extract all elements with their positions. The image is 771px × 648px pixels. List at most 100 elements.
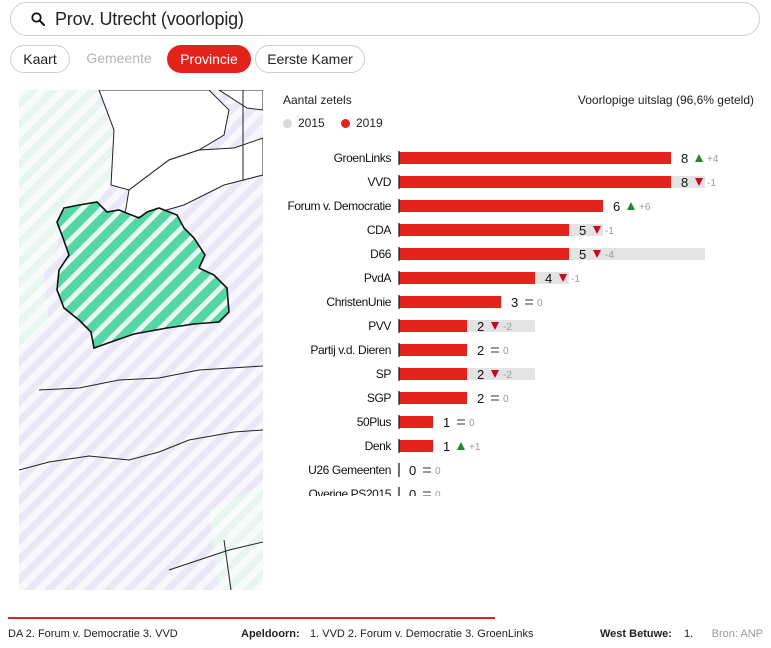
change-label: 0 [503,394,509,405]
category-label: SP [376,367,392,381]
change-label: 0 [435,466,441,477]
region-utrecht[interactable] [56,201,230,350]
value-label: 0 [409,487,416,496]
no-change-icon [423,467,431,469]
change-label: 0 [469,418,475,429]
value-label: 6 [613,199,620,214]
ticker-progress [8,617,495,619]
bar-2019 [399,320,467,332]
bar-2019 [399,368,467,380]
ticker-place: West Betuwe: [600,628,672,640]
value-label: 4 [545,271,552,286]
change-label: 0 [537,298,543,309]
change-up-icon [627,202,635,210]
bar-2019 [399,392,467,404]
bar-2019 [399,440,433,452]
category-label: Denk [365,439,393,453]
category-label: Forum v. Democratie [287,199,391,213]
category-label: Partij v.d. Dieren [310,343,391,357]
bar-2019 [399,224,569,236]
bar-2019 [399,200,603,212]
ticker-text: 1. VVD 2. Forum v. Democratie 3. GroenLi… [310,628,534,640]
legend-item-2019: 2019 [341,116,383,130]
change-label: +6 [639,202,651,213]
change-down-icon [695,178,703,186]
no-change-icon [525,299,533,301]
category-label: CDA [367,223,392,237]
change-label: 0 [503,346,509,357]
search-input[interactable]: Prov. Utrecht (voorlopig) [55,9,244,29]
tab-kaart[interactable]: Kaart [10,45,70,73]
value-label: 5 [579,247,586,262]
change-label: -1 [571,274,580,285]
ticker-text: 1. [684,628,694,640]
value-label: 2 [477,343,484,358]
value-label: 0 [409,463,416,478]
bar-2019 [399,176,671,188]
value-label: 5 [579,223,586,238]
change-down-icon [559,274,567,282]
category-label: ChristenUnie [326,295,391,309]
category-label: D66 [370,247,392,261]
bar-2019 [399,416,433,428]
bar-2019 [399,248,569,260]
province-map[interactable] [19,90,263,590]
change-up-icon [695,154,703,162]
category-label: SGP [367,391,392,405]
change-down-icon [491,370,499,378]
tab-eerste-kamer[interactable]: Eerste Kamer [255,45,365,73]
search-bar[interactable]: Prov. Utrecht (voorlopig) [10,2,760,36]
ticker-text: DA 2. Forum v. Democratie 3. VVD [8,628,178,640]
change-label: +4 [707,154,719,165]
no-change-icon [491,347,499,349]
change-label: -2 [503,322,512,333]
change-label: -1 [605,226,614,237]
category-label: U26 Gemeenten [308,463,391,477]
change-down-icon [491,322,499,330]
legend-label-2019: 2019 [356,116,383,130]
category-label: PVV [368,319,391,333]
category-label: 50Plus [357,415,392,429]
no-change-icon [423,495,431,496]
legend-item-2015: 2015 [283,116,325,130]
value-label: 1 [443,439,450,454]
bar-2019 [399,296,501,308]
region-noord-holland [19,90,114,230]
source-credit: Bron: ANP [705,628,763,640]
no-change-icon [491,395,499,397]
tab-provincie[interactable]: Provincie [167,45,251,73]
no-change-icon [457,419,465,421]
legend-dot-2015 [283,119,292,128]
change-up-icon [457,442,465,450]
no-change-icon [423,471,431,473]
category-label: VVD [368,175,392,189]
value-label: 2 [477,391,484,406]
ticker-place: Apeldoorn: [241,628,300,640]
bar-2019 [399,272,535,284]
region-zuid-holland [19,210,59,350]
result-status: Voorlopige uitslag (96,6% geteld) [577,93,754,107]
chart-title: Aantal zetels [283,93,352,107]
value-label: 3 [511,295,518,310]
tab-gemeente: Gemeente [78,45,160,73]
value-label: 1 [443,415,450,430]
value-label: 2 [477,367,484,382]
change-label: -4 [605,250,614,261]
no-change-icon [423,491,431,493]
no-change-icon [491,399,499,401]
search-icon [31,12,45,26]
region-limburg [209,485,263,590]
change-down-icon [593,250,601,258]
legend-dot-2019 [341,119,350,128]
category-label: PvdA [364,271,391,285]
change-label: -2 [503,370,512,381]
bar-2019 [399,344,467,356]
value-label: 8 [681,151,688,166]
no-change-icon [457,423,465,425]
change-label: +1 [469,442,481,453]
change-down-icon [593,226,601,234]
change-label: -1 [707,178,716,189]
category-label: GroenLinks [334,151,392,165]
category-label: Overige PS2015 [309,487,392,496]
bar-2019 [399,152,671,164]
